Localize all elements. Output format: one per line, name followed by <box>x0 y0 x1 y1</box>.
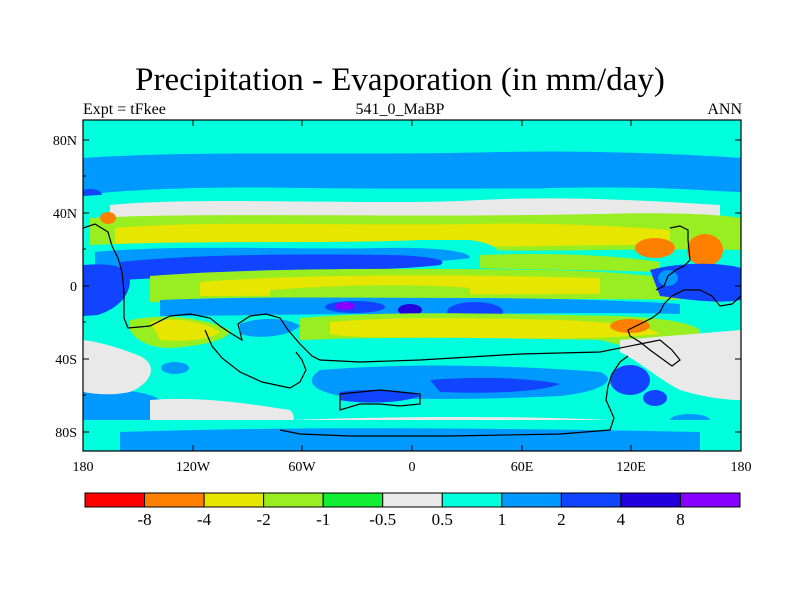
colorbar-label: 1 <box>498 510 507 529</box>
lon-label-120e: 120E <box>616 460 646 475</box>
colorbar-swatch <box>501 492 562 508</box>
colorbar-label: -0.5 <box>369 510 396 529</box>
lon-tick-marks <box>192 120 632 451</box>
colorbar-swatch <box>679 492 741 508</box>
lat-label-80n: 80N <box>53 134 77 149</box>
lon-label-180w: 180 <box>73 460 94 475</box>
lon-labels: 180 120W 60W 0 60E 120E 180 <box>73 460 752 475</box>
colorbar-swatch <box>441 492 503 508</box>
colorbar-swatch <box>560 492 622 508</box>
colorbar-swatch <box>203 492 265 508</box>
time-label: 541_0_MaBP <box>355 101 445 118</box>
map-title: Precipitation - Evaporation (in mm/day) <box>135 62 665 98</box>
lon-label-0: 0 <box>409 460 416 475</box>
experiment-label: Expt = tFkee <box>83 101 166 118</box>
colorbar-label: 2 <box>557 510 566 529</box>
lon-label-60e: 60E <box>511 460 534 475</box>
lon-label-180e: 180 <box>731 460 752 475</box>
lat-label-40n: 40N <box>53 207 77 222</box>
continent-outlines <box>83 223 741 437</box>
lat-label-80s: 80S <box>55 426 77 441</box>
lat-label-40s: 40S <box>55 353 77 368</box>
colorbar-label: -4 <box>197 510 212 529</box>
colorbar-swatch <box>263 492 324 508</box>
colorbar-label: -2 <box>257 510 271 529</box>
lat-tick-marks <box>83 139 741 433</box>
lon-label-120w: 120W <box>176 460 211 475</box>
lat-labels: 80N 40N 0 40S 80S <box>53 134 77 441</box>
colorbar-label: 0.5 <box>432 510 453 529</box>
colorbar-swatch <box>84 492 146 508</box>
season-label: ANN <box>707 101 742 118</box>
lon-label-60w: 60W <box>288 460 316 475</box>
colorbar-swatch <box>144 492 205 508</box>
colorbar-label: -1 <box>316 510 330 529</box>
colorbar-label: 8 <box>676 510 685 529</box>
colorbar: -8 -4 -2 -1 -0.5 0.5 1 2 4 8 <box>84 492 741 529</box>
lat-label-0: 0 <box>70 280 77 295</box>
colorbar-swatch <box>322 492 384 508</box>
contour-field <box>83 120 741 451</box>
colorbar-swatch <box>382 492 443 508</box>
colorbar-label: -8 <box>137 510 151 529</box>
colorbar-swatch <box>620 492 681 508</box>
colorbar-label: 4 <box>617 510 626 529</box>
